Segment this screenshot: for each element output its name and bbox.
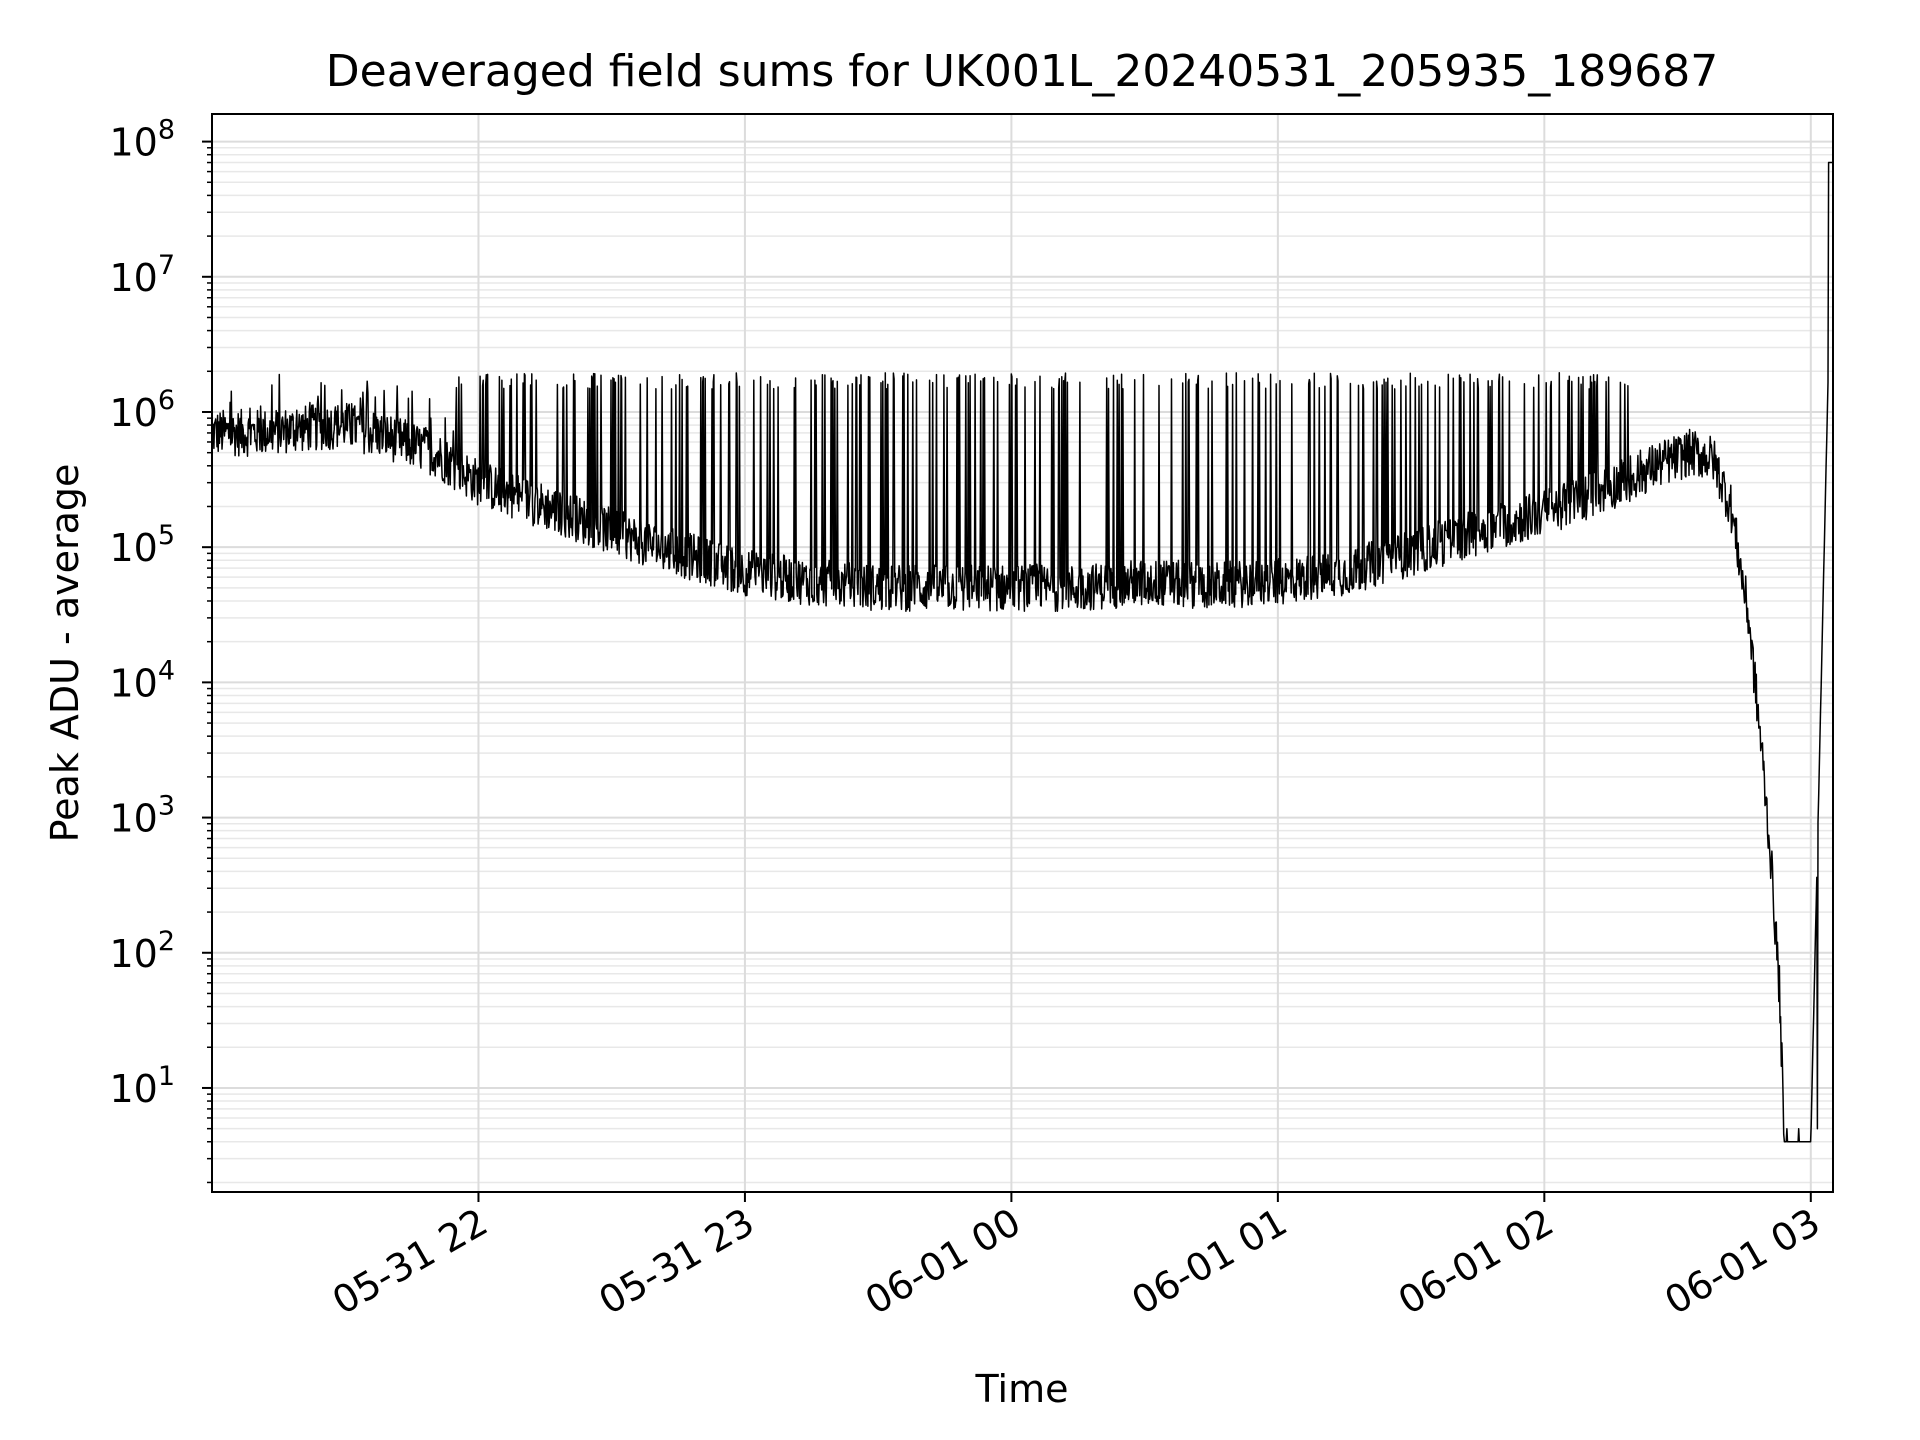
y-tick-label: 106 <box>109 385 175 435</box>
y-tick-exponent: 7 <box>158 250 175 281</box>
y-tick-label: 105 <box>109 520 175 570</box>
y-tick-base: 10 <box>109 256 157 300</box>
y-tick-exponent: 8 <box>158 115 175 146</box>
y-tick-exponent: 4 <box>158 655 175 686</box>
y-tick-label: 108 <box>109 115 175 165</box>
plot-series <box>211 161 1834 1143</box>
y-tick-exponent: 5 <box>158 520 175 551</box>
series-line <box>211 161 1834 1143</box>
y-tick-base: 10 <box>109 526 157 570</box>
grid <box>212 114 1833 1192</box>
y-tick-exponent: 6 <box>158 385 175 416</box>
y-axis-label: Peak ADU - average <box>43 464 87 843</box>
y-tick-label: 107 <box>109 250 175 300</box>
y-tick-label: 104 <box>109 655 175 705</box>
y-tick-label: 102 <box>109 926 175 976</box>
y-tick-exponent: 3 <box>158 791 175 822</box>
y-tick-label: 101 <box>109 1061 175 1111</box>
axis-ticks <box>202 140 1812 1202</box>
y-tick-exponent: 1 <box>158 1061 175 1092</box>
y-tick-base: 10 <box>109 661 157 705</box>
y-tick-base: 10 <box>109 932 157 976</box>
y-tick-base: 10 <box>109 391 157 435</box>
plot-frame <box>211 113 1834 1193</box>
x-axis-label: Time <box>975 1367 1069 1411</box>
y-tick-exponent: 2 <box>158 926 175 957</box>
chart-title: Deaveraged field sums for UK001L_2024053… <box>326 46 1718 97</box>
y-tick-base: 10 <box>109 797 157 841</box>
y-tick-base: 10 <box>109 1067 157 1111</box>
y-tick-label: 103 <box>109 791 175 841</box>
y-tick-base: 10 <box>109 121 157 165</box>
